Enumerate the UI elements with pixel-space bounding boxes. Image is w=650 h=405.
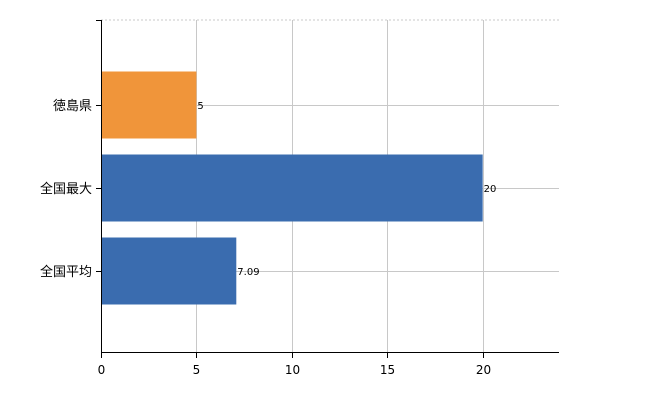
y-tick-label-1: 徳島県 (53, 99, 92, 114)
x-tick-label-10: 10 (285, 363, 300, 377)
bar-3[interactable] (101, 237, 237, 305)
x-tick-label-5: 5 (193, 363, 201, 377)
data-label-3: 7.09 (237, 267, 259, 278)
bar-2[interactable] (101, 154, 483, 222)
y-tick-label-2: 全国最大 (40, 181, 92, 197)
data-label-2: 20 (484, 184, 497, 195)
x-tick-label-0: 0 (98, 363, 106, 377)
bar-1[interactable] (101, 71, 197, 139)
y-tick-label-3: 全国平均 (40, 264, 92, 280)
x-tick-label-15: 15 (380, 363, 395, 377)
x-tick-label-20: 20 (476, 363, 491, 377)
data-label-1: 5 (197, 101, 203, 112)
